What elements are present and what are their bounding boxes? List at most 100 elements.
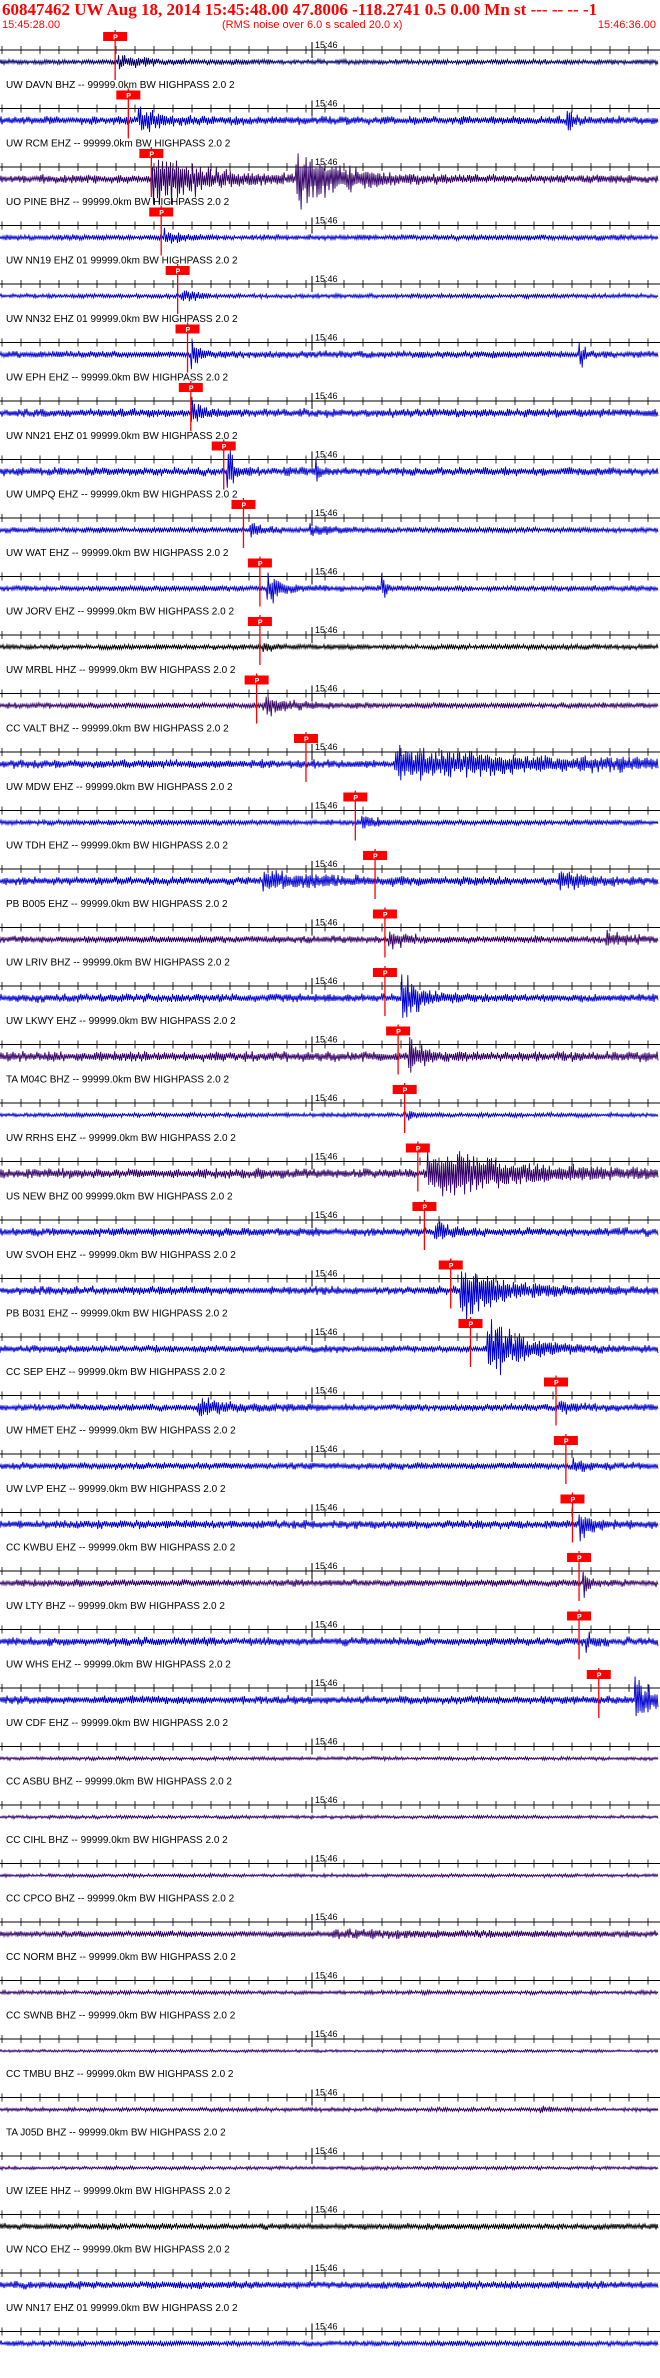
pick-label: P bbox=[383, 912, 388, 919]
station-label: PB B005 EHZ -- 99999.0km BW HIGHPASS 2.0… bbox=[6, 899, 228, 910]
minute-tick-label: 15:46 bbox=[315, 1327, 338, 1337]
pick-label: P bbox=[189, 386, 194, 393]
minute-tick-label: 15:46 bbox=[315, 508, 338, 518]
waveform-trace bbox=[0, 523, 659, 538]
pick-label: P bbox=[149, 152, 154, 159]
waveform-trace bbox=[0, 2164, 659, 2172]
pick-label: P bbox=[396, 1029, 401, 1036]
minute-tick-label: 15:46 bbox=[315, 2088, 338, 2098]
pick-marker bbox=[244, 675, 269, 685]
waveform-trace bbox=[0, 1813, 659, 1821]
waveform-trace bbox=[0, 341, 659, 370]
minute-tick-label: 15:46 bbox=[315, 2322, 338, 2332]
minute-tick-label: 15:46 bbox=[315, 2146, 338, 2156]
station-label: US NEW BHZ 00 99999.0km BW HIGHPASS 2.0 … bbox=[6, 1192, 233, 1203]
pick-marker bbox=[560, 1494, 585, 1504]
pick-label: P bbox=[422, 1205, 427, 1212]
pick-marker bbox=[247, 617, 272, 626]
waveform-trace bbox=[0, 1755, 659, 1763]
pick-label: P bbox=[126, 93, 131, 100]
waveform-trace bbox=[0, 2280, 659, 2290]
station-label: CC SEP EHZ -- 99999.0km BW HIGHPASS 2.0 … bbox=[6, 1367, 226, 1378]
minute-tick-label: 15:46 bbox=[315, 1210, 338, 1220]
minute-tick-label: 15:46 bbox=[315, 1678, 338, 1688]
pick-label: P bbox=[468, 1322, 473, 1329]
pick-label: P bbox=[597, 1673, 602, 1680]
pick-label: P bbox=[577, 1614, 582, 1621]
pick-label: P bbox=[449, 1263, 454, 1270]
minute-tick-label: 15:46 bbox=[315, 684, 338, 694]
pick-marker bbox=[343, 792, 368, 802]
pick-label: P bbox=[373, 854, 378, 861]
waveform-trace bbox=[0, 870, 659, 892]
waveform-trace bbox=[0, 974, 659, 1018]
station-label: UW RRHS EHZ -- 99999.0km BW HIGHPASS 2.0… bbox=[6, 1133, 236, 1144]
waveform-trace bbox=[0, 1928, 659, 1940]
minute-tick-label: 15:46 bbox=[315, 1737, 338, 1747]
station-label: CC CIHL BHZ -- 99999.0km BW HIGHPASS 2.0… bbox=[6, 1835, 228, 1846]
start-time-label: 15:45:28.00 bbox=[2, 19, 61, 31]
pick-marker bbox=[178, 383, 203, 392]
waveform-trace bbox=[0, 2222, 659, 2231]
minute-tick-label: 15:46 bbox=[315, 742, 338, 752]
station-label: CC ASBU BHZ -- 99999.0km BW HIGHPASS 2.0… bbox=[6, 1777, 232, 1788]
minute-tick-label: 15:46 bbox=[315, 391, 338, 401]
waveform-trace bbox=[0, 1571, 659, 1598]
waveform-trace bbox=[0, 450, 659, 488]
plot-header: 60847462 UW Aug 18, 2014 15:45:48.00 47.… bbox=[0, 0, 660, 36]
station-label: CC TMBU BHZ -- 99999.0km BW HIGHPASS 2.0… bbox=[6, 2069, 234, 2080]
minute-tick-label: 15:46 bbox=[315, 216, 338, 226]
pick-label: P bbox=[554, 1380, 559, 1387]
minute-tick-label: 15:46 bbox=[315, 2205, 338, 2215]
minute-tick-label: 15:46 bbox=[315, 1795, 338, 1805]
pick-label: P bbox=[241, 503, 246, 510]
pick-label: P bbox=[258, 620, 263, 627]
minute-tick-label: 15:46 bbox=[315, 801, 338, 811]
rms-note: (RMS noise over 6.0 s scaled 20.0 x) bbox=[222, 19, 403, 31]
minute-tick-label: 15:46 bbox=[315, 625, 338, 635]
pick-label: P bbox=[186, 327, 191, 334]
station-label: UW LVP EHZ -- 99999.0km BW HIGHPASS 2.0 … bbox=[6, 1484, 226, 1495]
pick-label: P bbox=[577, 1556, 582, 1563]
waveform-trace bbox=[0, 1872, 659, 1879]
station-label: UW MDW EHZ -- 99999.0km BW HIGHPASS 2.0 … bbox=[6, 782, 233, 793]
minute-tick-label: 15:46 bbox=[315, 1444, 338, 1454]
minute-tick-label: 15:46 bbox=[315, 1561, 338, 1571]
station-label: UW LTY BHZ -- 99999.0km BW HIGHPASS 2.0 … bbox=[6, 1601, 225, 1612]
waveform-trace bbox=[0, 1150, 659, 1197]
minute-tick-label: 15:46 bbox=[315, 918, 338, 928]
pick-label: P bbox=[159, 210, 164, 217]
waveform-trace bbox=[0, 1457, 659, 1473]
minute-tick-label: 15:46 bbox=[315, 1035, 338, 1045]
pick-label: P bbox=[570, 1497, 575, 1504]
minute-tick-label: 15:46 bbox=[315, 1971, 338, 1981]
waveform-trace bbox=[0, 1631, 659, 1653]
station-label: CC KWBU EHZ -- 99999.0km BW HIGHPASS 2.0… bbox=[6, 1543, 236, 1554]
station-label: UW DAVN BHZ -- 99999.0km BW HIGHPASS 2.0… bbox=[6, 80, 235, 91]
station-label: PB B031 EHZ -- 99999.0km BW HIGHPASS 2.0… bbox=[6, 1309, 228, 1320]
end-time-label: 15:46:36.00 bbox=[597, 19, 656, 31]
pick-marker bbox=[165, 266, 190, 275]
minute-tick-label: 15:46 bbox=[315, 567, 338, 577]
station-label: TA J05D BHZ -- 99999.0km BW HIGHPASS 2.0… bbox=[6, 2128, 226, 2139]
minute-tick-label: 15:46 bbox=[315, 976, 338, 986]
station-label: UW IZEE HHZ -- 99999.0km BW HIGHPASS 2.0… bbox=[6, 2186, 231, 2197]
pick-marker bbox=[386, 1026, 411, 1036]
waveform-trace bbox=[0, 1988, 659, 1997]
station-label: UO PINE BHZ -- 99999.0km BW HIGHPASS 2.0… bbox=[6, 197, 230, 208]
minute-tick-label: 15:46 bbox=[315, 333, 338, 343]
station-label: UW WAT EHZ -- 99999.0km BW HIGHPASS 2.0 … bbox=[6, 548, 229, 559]
station-label: UW EPH EHZ -- 99999.0km BW HIGHPASS 2.0 … bbox=[6, 373, 229, 384]
minute-tick-label: 15:46 bbox=[315, 1620, 338, 1630]
minute-tick-label: 15:46 bbox=[315, 1386, 338, 1396]
minute-tick-label: 15:46 bbox=[315, 2029, 338, 2039]
minute-tick-label: 15:46 bbox=[315, 1854, 338, 1864]
pick-label: P bbox=[113, 35, 118, 42]
pick-label: P bbox=[258, 561, 263, 568]
waveform-trace bbox=[0, 1676, 659, 1717]
station-label: UW NCO EHZ -- 99999.0km BW HIGHPASS 2.0 … bbox=[6, 2245, 230, 2256]
pick-marker bbox=[103, 32, 128, 41]
waveform-trace bbox=[0, 642, 659, 652]
pick-label: P bbox=[416, 1146, 421, 1153]
